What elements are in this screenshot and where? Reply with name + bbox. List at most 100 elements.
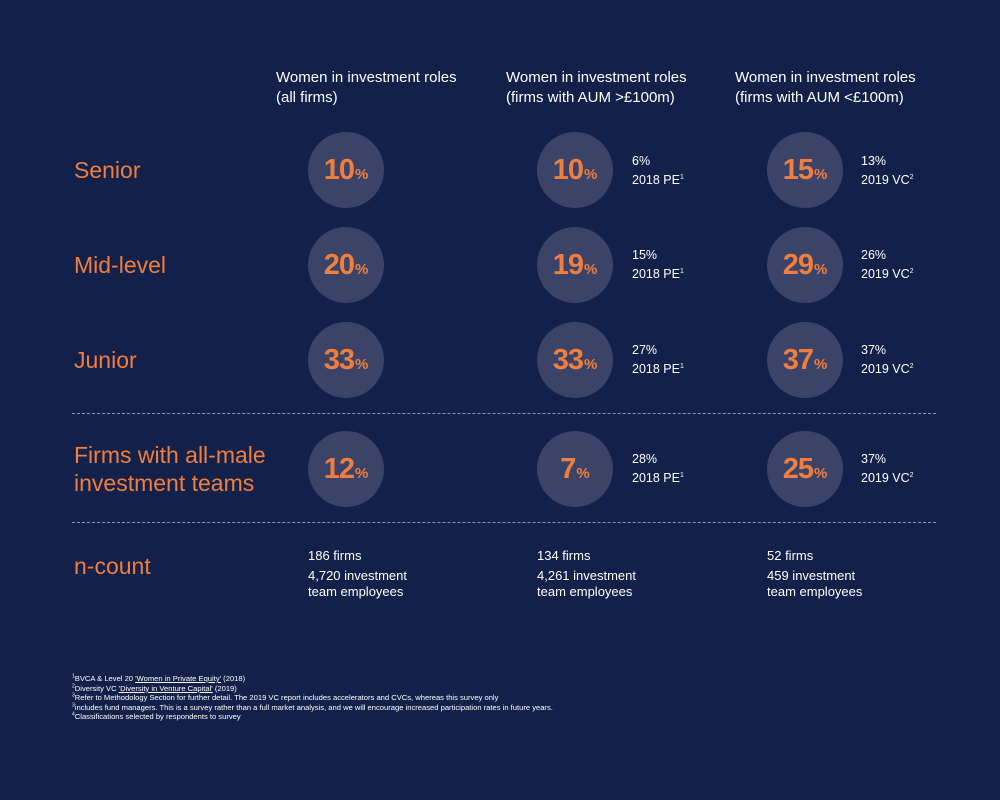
stat-value: 7 (560, 452, 576, 485)
stat-value: 10 (552, 153, 584, 186)
row-label-line: investment teams (74, 470, 255, 496)
stat-circle-senior-large: 10% (537, 132, 613, 208)
benchmark-label: 2019 VC2 (861, 173, 914, 187)
ncount-large-firms: 134 firms 4,261 investment team employee… (537, 548, 697, 600)
benchmark-senior-large: 6% 2018 PE1 (632, 152, 732, 190)
benchmark-value: 6% (632, 154, 651, 168)
stat-circle-allmale-all: 12% (308, 431, 384, 507)
row-label-line: Senior (74, 157, 141, 183)
stat-value: 10 (323, 153, 355, 186)
footnote-text: Refer to Methodology Section for further… (74, 693, 499, 703)
percent-sign: % (583, 166, 598, 183)
row-label-mid-level: Mid-level (74, 251, 304, 279)
row-label-line: Firms with all-male (74, 442, 266, 468)
stat-value: 12 (323, 452, 355, 485)
benchmark-label: 2019 VC2 (861, 471, 914, 485)
percent-sign: % (813, 465, 828, 482)
benchmark-label: 2018 PE1 (632, 267, 684, 281)
ncount-employees: 4,261 investment team employees (537, 568, 637, 599)
benchmark-allmale-large: 28% 2018 PE1 (632, 450, 732, 488)
column-header-line2: (firms with AUM <£100m) (735, 89, 904, 106)
benchmark-label: 2018 PE1 (632, 173, 684, 187)
benchmark-junior-small: 37% 2019 VC2 (861, 341, 961, 379)
row-label-line: Mid-level (74, 252, 167, 278)
percent-sign: % (354, 261, 369, 278)
benchmark-value: 28% (632, 452, 658, 466)
footnote-ref: 2 (909, 362, 914, 370)
column-header-line1: Women in investment roles (735, 69, 916, 86)
percent-sign: % (583, 261, 598, 278)
footnote-ref: 1 (679, 267, 684, 275)
stat-value: 29 (782, 248, 814, 281)
benchmark-mid-small: 26% 2019 VC2 (861, 246, 961, 284)
footnote-mark: 2 (72, 683, 75, 690)
footnote: 4Classifications selected by respondents… (72, 712, 772, 722)
stat-circle-allmale-small: 25% (767, 431, 843, 507)
benchmark-value: 26% (861, 248, 887, 262)
footnote-text: includes fund managers. This is a survey… (74, 702, 553, 712)
footnote: 3Refer to Methodology Section for furthe… (72, 693, 772, 703)
row-label-ncount: n-count (74, 552, 304, 580)
dashed-divider (72, 522, 936, 523)
benchmark-mid-large: 15% 2018 PE1 (632, 246, 732, 284)
column-header-line1: Women in investment roles (506, 69, 687, 86)
benchmark-label: 2018 PE1 (632, 362, 684, 376)
percent-sign: % (576, 465, 590, 482)
stat-value: 25 (782, 452, 814, 485)
footnote-source-title: 'Diversity in Venture Capital' (118, 683, 213, 693)
stat-value: 33 (552, 343, 584, 376)
row-label-line: Junior (74, 347, 137, 373)
stat-circle-mid-small: 29% (767, 227, 843, 303)
benchmark-label: 2018 PE1 (632, 471, 684, 485)
footnotes: 1BVCA & Level 20 'Women in Private Equit… (72, 674, 772, 722)
footnote: 1BVCA & Level 20 'Women in Private Equit… (72, 674, 772, 684)
stat-value: 19 (552, 248, 584, 281)
benchmark-value: 13% (861, 154, 887, 168)
benchmark-value: 27% (632, 343, 658, 357)
stat-circle-mid-all: 20% (308, 227, 384, 303)
footnote-mark: 1 (72, 673, 75, 680)
footnote-source-title: 'Women in Private Equity' (135, 674, 222, 683)
ncount-firms: 134 firms (537, 548, 591, 563)
percent-sign: % (813, 166, 828, 183)
footnote-ref: 2 (909, 471, 914, 479)
footnote-text: BVCA & Level 20 (74, 674, 136, 683)
benchmark-label: 2019 VC2 (861, 362, 914, 376)
stat-value: 20 (323, 248, 355, 281)
footnote-text: (2018) (221, 674, 246, 683)
ncount-firms: 52 firms (767, 548, 814, 563)
footnote-ref: 2 (909, 173, 914, 181)
percent-sign: % (354, 356, 369, 373)
percent-sign: % (813, 356, 828, 373)
stat-circle-allmale-large: 7% (537, 431, 613, 507)
percent-sign: % (583, 356, 598, 373)
footnote-ref: 2 (909, 267, 914, 275)
benchmark-allmale-small: 37% 2019 VC2 (861, 450, 961, 488)
stat-value: 15 (782, 153, 814, 186)
footnote-text: Classifications selected by respondents … (74, 712, 241, 722)
footnote-mark: 3 (72, 702, 75, 709)
stat-value: 37 (782, 343, 814, 376)
benchmark-value: 37% (861, 343, 887, 357)
footnote-mark: 4 (72, 711, 75, 718)
stat-value: 33 (323, 343, 355, 376)
percent-sign: % (813, 261, 828, 278)
ncount-employees: 4,720 investment team employees (308, 568, 408, 599)
stat-circle-senior-all: 10% (308, 132, 384, 208)
row-label-line: n-count (74, 553, 151, 579)
footnote: 2Diversity VC 'Diversity in Venture Capi… (72, 684, 772, 694)
column-header-line1: Women in investment roles (276, 69, 457, 86)
column-header-all-firms: Women in investment roles (all firms) (276, 68, 496, 108)
row-label-senior: Senior (74, 156, 304, 184)
benchmark-senior-small: 13% 2019 VC2 (861, 152, 961, 190)
footnote-mark: 3 (72, 692, 75, 699)
footnote-ref: 1 (679, 362, 684, 370)
column-header-small-firms: Women in investment roles (firms with AU… (735, 68, 955, 108)
row-label-junior: Junior (74, 346, 304, 374)
benchmark-junior-large: 27% 2018 PE1 (632, 341, 732, 379)
footnote-text: Diversity VC (74, 683, 119, 693)
stat-circle-junior-all: 33% (308, 322, 384, 398)
stat-circle-senior-small: 15% (767, 132, 843, 208)
footnote-ref: 1 (679, 471, 684, 479)
footnote: 3includes fund managers. This is a surve… (72, 703, 772, 713)
